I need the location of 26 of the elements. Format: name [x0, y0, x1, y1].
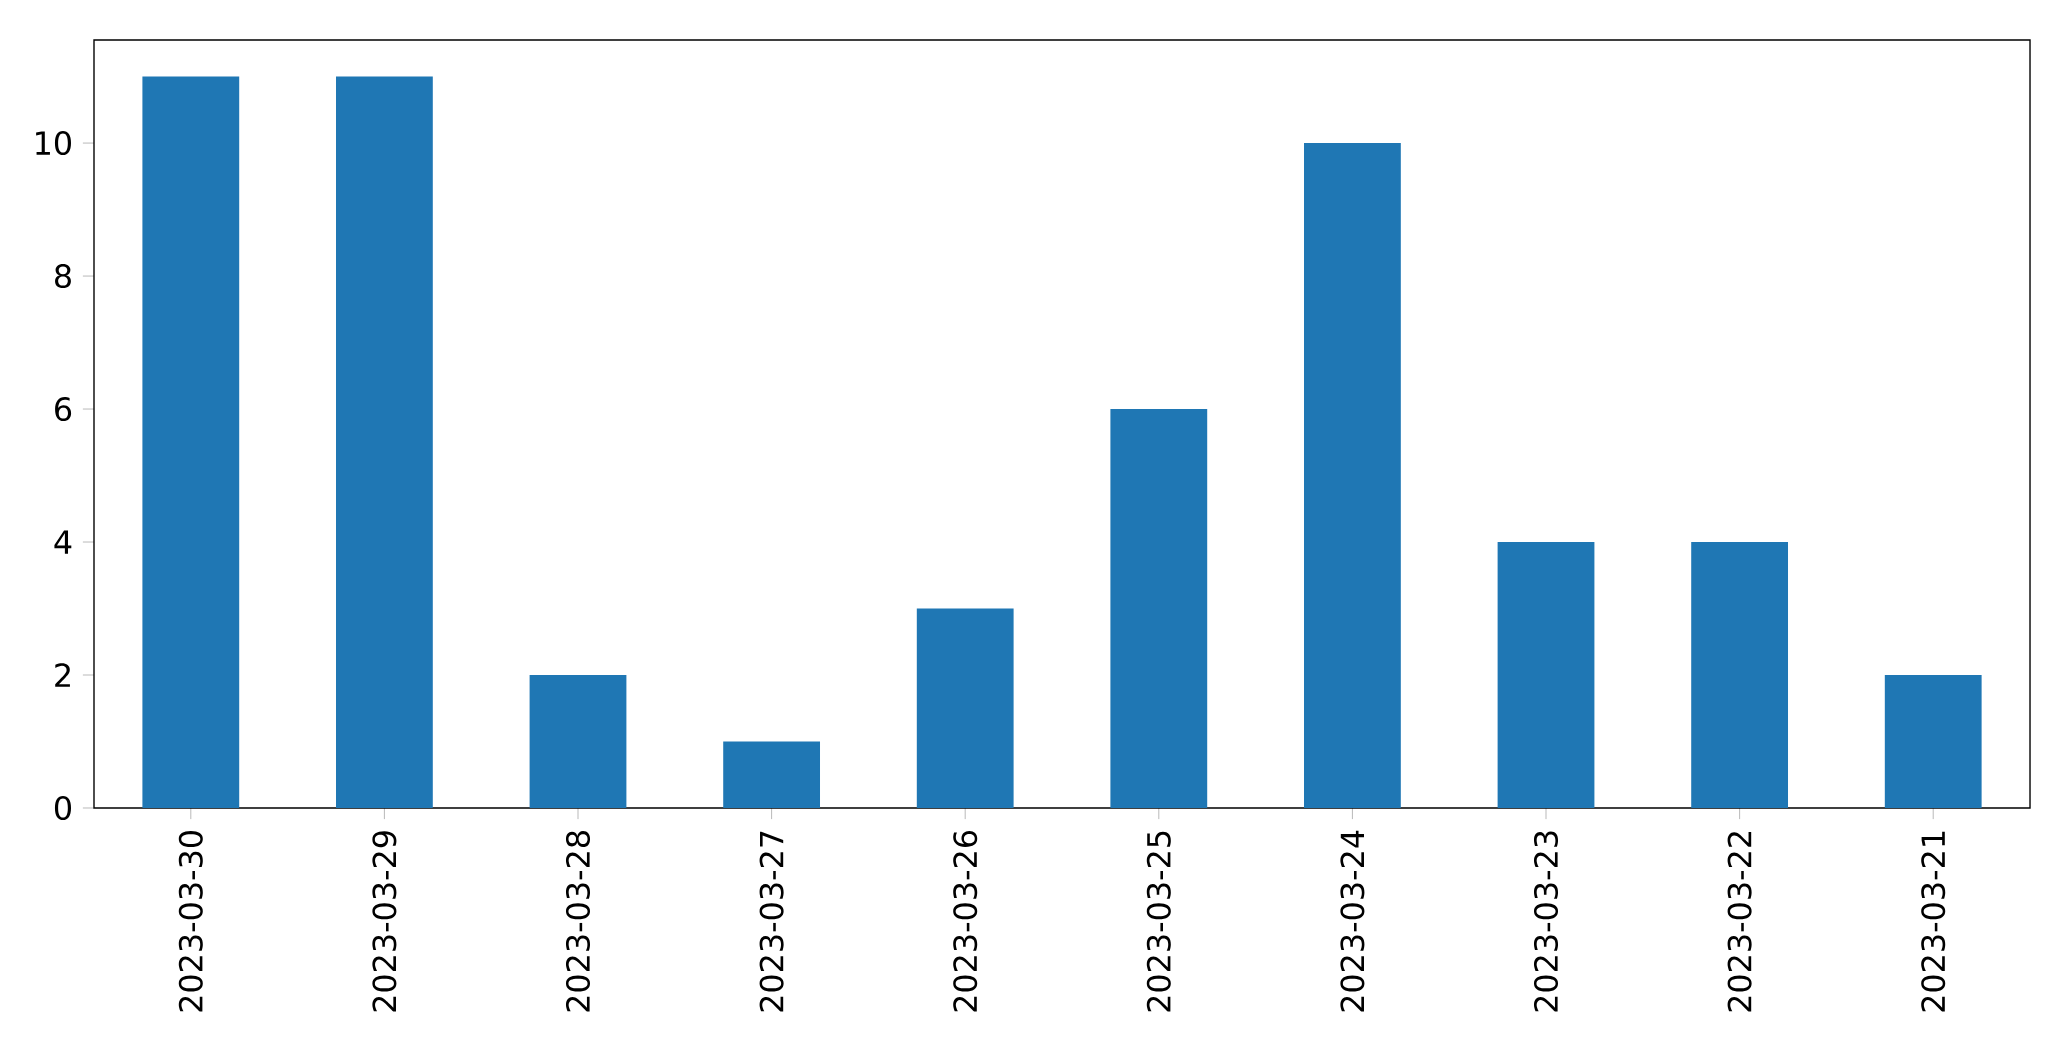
y-tick-label: 6	[55, 397, 72, 422]
bar	[1497, 542, 1595, 808]
x-tick-label: 2023-03-26	[953, 830, 978, 1012]
x-tick-label: 2023-03-28	[565, 831, 591, 1012]
x-tick-label: 2023-03-22	[1727, 832, 1752, 1012]
bar	[916, 608, 1014, 808]
x-tick-label: 2023-03-30	[178, 831, 203, 1012]
y-tick-label: 10	[36, 131, 71, 156]
y-tick-label: 8	[55, 264, 71, 289]
bar	[1884, 675, 1982, 808]
bar	[529, 675, 627, 808]
x-tick-label: 2023-03-27	[759, 831, 784, 1012]
x-tick-label: 2023-03-24	[1340, 830, 1365, 1012]
bar	[1304, 143, 1401, 808]
y-tick-label: 0	[54, 795, 72, 821]
bar	[142, 76, 240, 808]
y-tick-label: 4	[54, 530, 72, 554]
x-tick-label: 2023-03-29	[372, 831, 397, 1012]
bar	[1110, 409, 1208, 808]
x-tick-label: 2023-03-21	[1921, 831, 1946, 1012]
x-tick-label: 2023-03-23	[1533, 831, 1559, 1012]
bar	[1691, 542, 1789, 808]
y-tick-label: 2	[55, 663, 70, 687]
bar	[336, 76, 433, 808]
bar	[723, 741, 821, 808]
x-tick-label: 2023-03-25	[1146, 831, 1171, 1012]
